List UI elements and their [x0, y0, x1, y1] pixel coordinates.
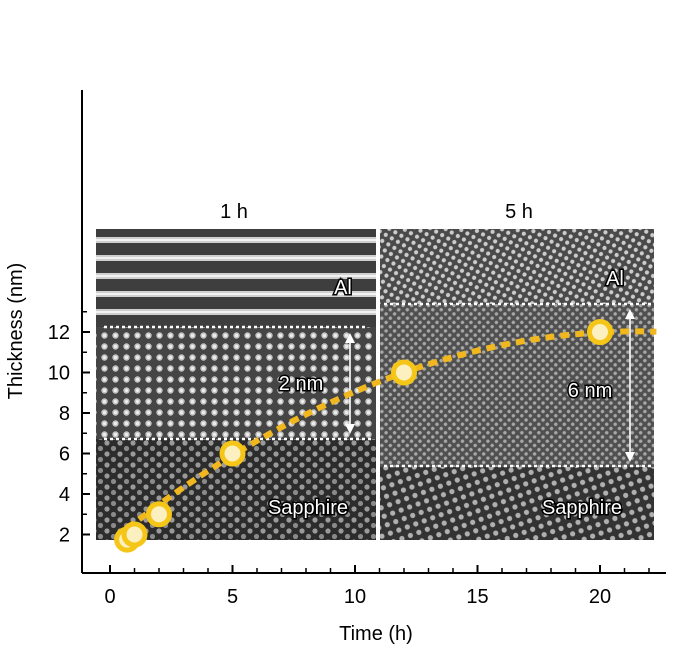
data-point [219, 440, 246, 467]
y-tick-label: 10 [48, 363, 70, 385]
inset-1h-al-label: Al [334, 277, 352, 299]
inset-5h-arrow-head-down [625, 452, 635, 462]
x-tick-label: 20 [589, 586, 611, 608]
y-tick-label: 2 [59, 525, 70, 547]
y-tick-label: 12 [48, 322, 70, 344]
inset-1h-sapphire-label: Sapphire [268, 497, 348, 519]
inset-1h: Al 2 nm Sapphire 1 h [96, 201, 376, 540]
x-ticks [109, 565, 650, 573]
y-tick-label: 6 [59, 444, 70, 466]
inset-5h: Al 6 nm Sapphire 5 h [380, 201, 654, 540]
inset-1h-title: 1 h [220, 201, 248, 223]
fit-curve [125, 328, 657, 531]
data-point [391, 359, 417, 386]
inset-1h-al-region [96, 229, 376, 327]
y-tick-label: 4 [59, 484, 70, 506]
x-tick-label: 15 [466, 586, 488, 608]
x-axis-title: Time (h) [339, 623, 413, 645]
inset-1h-thickness-label: 2 nm [279, 373, 323, 395]
inset-5h-interlayer-region [380, 304, 654, 467]
y-axis-title: Thickness (nm) [5, 263, 27, 400]
inset-5h-arrow-head-up [625, 309, 635, 319]
inset-1h-interlayer-region [96, 327, 376, 439]
inset-5h-al-region [380, 229, 654, 304]
x-tick-label: 5 [227, 586, 238, 608]
y-tick-label: 8 [59, 403, 70, 425]
inset-5h-sapphire-label: Sapphire [542, 497, 622, 519]
data-point [121, 521, 148, 548]
inset-5h-thickness-label: 6 nm [568, 380, 612, 402]
x-tick-label: 0 [104, 586, 115, 608]
inset-1h-arrow-head-down [345, 424, 355, 434]
data-point [587, 319, 613, 345]
inset-5h-sapphire-region [380, 467, 654, 540]
inset-5h-title: 5 h [505, 201, 533, 223]
data-point [146, 501, 172, 528]
inset-1h-arrow-head-up [345, 333, 355, 343]
y-ticks [82, 311, 90, 536]
inset-5h-al-label: Al [606, 268, 624, 290]
data-markers [114, 319, 613, 553]
x-tick-label: 10 [344, 586, 366, 608]
